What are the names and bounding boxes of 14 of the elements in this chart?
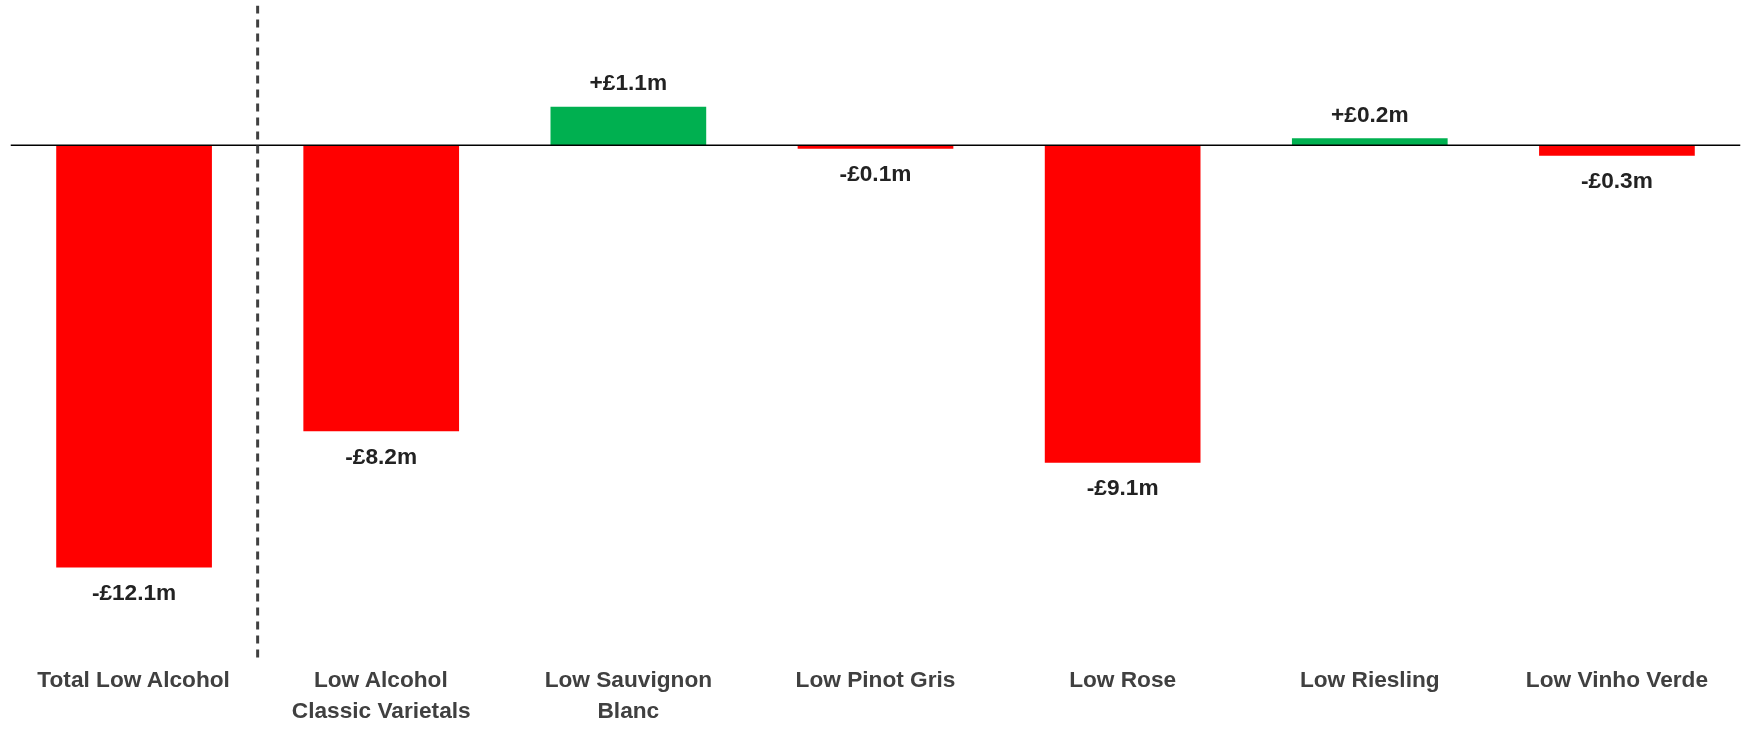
data-label: -£8.2m [345,442,418,469]
x-tick-label: Low Riesling [1299,665,1440,692]
data-label: +£1.1m [589,69,668,96]
data-label: -£12.1m [91,578,177,605]
data-label: -£0.1m [839,160,912,187]
data-label: -£0.3m [1581,167,1653,194]
data-label: -£9.1m [1086,474,1159,501]
x-tick-label: Low Sauvignon Blanc [544,665,713,723]
x-tick-label: Low Vinho Verde [1525,665,1708,692]
data-label: +£0.2m [1331,100,1409,127]
x-tick-label: Low Pinot Gris [795,665,956,692]
x-tick-label: Low Alcohol Classic Varietals [291,665,471,723]
x-tick-label: Total Low Alcohol [37,665,230,692]
x-tick-label: Low Rose [1069,665,1177,692]
